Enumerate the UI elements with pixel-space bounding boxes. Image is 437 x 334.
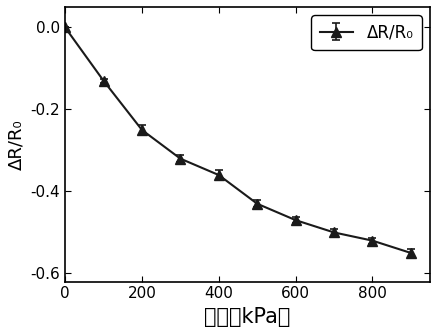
Legend: ΔR/R₀: ΔR/R₀ xyxy=(312,15,422,50)
X-axis label: 压力（kPa）: 压力（kPa） xyxy=(205,307,291,327)
Y-axis label: ΔR/R₀: ΔR/R₀ xyxy=(7,119,25,170)
